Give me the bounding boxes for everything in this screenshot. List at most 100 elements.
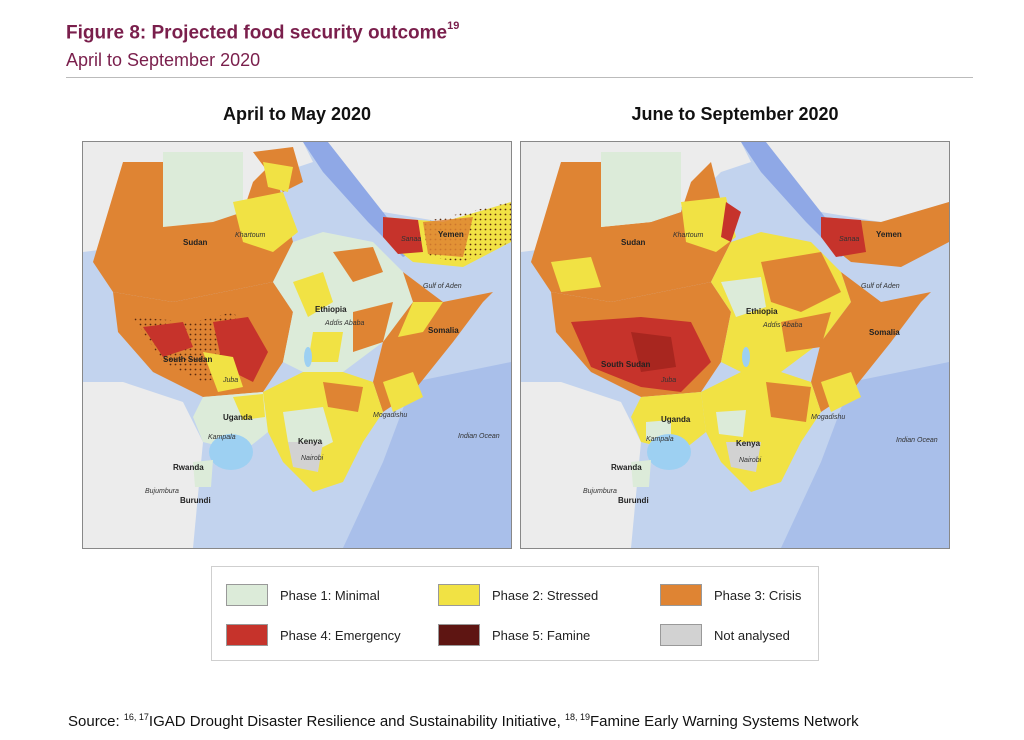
- source-text-1: IGAD Drought Disaster Resilience and Sus…: [148, 713, 565, 730]
- south-sudan-emergency-core: [631, 332, 676, 372]
- label-kampala: Kampala: [646, 436, 674, 443]
- sudan-stressed-patch: [233, 192, 298, 252]
- rwanda-burundi-region: [193, 460, 213, 487]
- legend-swatch-phase-3: [660, 584, 702, 606]
- label-ethiopia: Ethiopia: [746, 307, 778, 316]
- sudan-region: [93, 162, 293, 302]
- sudan-west-stressed: [551, 257, 601, 292]
- source-footnote-1: 16, 17: [123, 712, 149, 722]
- ethiopia-crisis-2: [781, 312, 831, 352]
- lake-turkana: [304, 347, 312, 367]
- kenya-crisis: [766, 382, 811, 422]
- legend-item-phase-1: Phase 1: Minimal: [226, 584, 380, 606]
- label-nairobi: Nairobi: [301, 455, 324, 462]
- legend-swatch-phase-1: [226, 584, 268, 606]
- kenya-not-analysed: [726, 442, 761, 472]
- sudan-north-region: [163, 152, 243, 227]
- map-right: Sudan Khartoum Yemen Sanaa Gulf of Aden …: [520, 141, 950, 549]
- label-indian-ocean: Indian Ocean: [896, 437, 938, 444]
- sudan-north-region: [601, 152, 681, 227]
- label-khartoum: Khartoum: [673, 232, 704, 239]
- label-addis-ababa: Addis Ababa: [324, 320, 365, 327]
- legend-label-phase-3: Phase 3: Crisis: [714, 587, 802, 603]
- map-left: Sudan Khartoum Yemen Sanaa Gulf of Aden …: [82, 141, 512, 549]
- legend-item-phase-4: Phase 4: Emergency: [226, 624, 401, 646]
- label-sudan: Sudan: [621, 238, 646, 247]
- kenya-crisis: [323, 382, 363, 412]
- source-text-2: Famine Early Warning Systems Network: [589, 713, 859, 730]
- label-indian-ocean: Indian Ocean: [458, 433, 500, 440]
- label-kenya: Kenya: [298, 437, 323, 446]
- ethiopia-minimal: [721, 277, 766, 317]
- title-divider: [66, 77, 973, 78]
- lake-victoria: [647, 434, 691, 470]
- label-south-sudan: South Sudan: [601, 360, 650, 369]
- ethiopia-crisis-1: [333, 247, 383, 282]
- legend-label-phase-4: Phase 4: Emergency: [280, 627, 401, 643]
- label-juba: Juba: [222, 377, 238, 384]
- legend-swatch-phase-4: [226, 624, 268, 646]
- yemen-crisis: [423, 217, 473, 257]
- label-burundi: Burundi: [180, 496, 211, 505]
- somalia-stressed: [821, 372, 861, 412]
- ethiopia-stressed-2: [308, 332, 343, 362]
- map-title-left: April to May 2020: [222, 104, 372, 124]
- label-uganda: Uganda: [223, 413, 253, 422]
- ethiopia-crisis-1: [761, 252, 841, 312]
- lake-victoria: [209, 434, 253, 470]
- label-sudan: Sudan: [183, 238, 208, 247]
- sudan-stressed-patch: [681, 197, 736, 252]
- label-mogadishu: Mogadishu: [811, 414, 845, 421]
- kenya-not-analysed: [288, 442, 323, 472]
- outside-land-arabia: [328, 142, 511, 222]
- label-sanaa: Sanaa: [839, 236, 859, 243]
- label-yemen: Yemen: [438, 230, 464, 239]
- label-mogadishu: Mogadishu: [373, 412, 407, 419]
- yemen-emergency: [383, 217, 423, 254]
- legend-item-not-analysed: Not analysed: [660, 624, 790, 646]
- sudan-east-emergency: [721, 202, 741, 242]
- label-nairobi: Nairobi: [739, 457, 762, 464]
- somalia-stressed-2: [383, 372, 423, 412]
- map-title-right: June to September 2020: [631, 104, 839, 124]
- somalia-stressed-1: [398, 302, 443, 337]
- figure-subtitle: April to September 2020: [66, 50, 261, 70]
- label-yemen: Yemen: [876, 230, 902, 239]
- label-juba: Juba: [660, 377, 676, 384]
- outside-land-west: [521, 382, 641, 548]
- outside-land-arabia: [766, 142, 949, 222]
- legend-item-phase-2: Phase 2: Stressed: [438, 584, 598, 606]
- label-addis-ababa: Addis Ababa: [762, 322, 803, 329]
- ethiopia-stressed-1: [293, 272, 333, 317]
- legend-label-phase-5: Phase 5: Famine: [492, 627, 591, 643]
- label-bujumbura: Bujumbura: [145, 488, 179, 495]
- uganda-stressed: [233, 394, 265, 420]
- label-somalia: Somalia: [428, 326, 459, 335]
- outside-land-west: [83, 382, 203, 548]
- legend-item-phase-5: Phase 5: Famine: [438, 624, 590, 646]
- label-bujumbura: Bujumbura: [583, 488, 617, 495]
- legend-label-phase-1: Phase 1: Minimal: [280, 587, 380, 603]
- label-gulf-of-aden: Gulf of Aden: [861, 283, 900, 290]
- figure-title-footnote: 19: [447, 20, 460, 32]
- label-ethiopia: Ethiopia: [315, 305, 347, 314]
- label-khartoum: Khartoum: [235, 232, 266, 239]
- legend-label-phase-2: Phase 2: Stressed: [492, 587, 599, 603]
- south-sudan-stressed: [203, 352, 243, 392]
- map-legend: Phase 1: Minimal Phase 2: Stressed Phase…: [211, 566, 819, 661]
- label-south-sudan: South Sudan: [163, 355, 212, 364]
- source-prefix: Source:: [68, 713, 124, 730]
- ethiopia-crisis-2: [353, 302, 393, 352]
- label-burundi: Burundi: [618, 496, 649, 505]
- legend-swatch-phase-2: [438, 584, 480, 606]
- label-rwanda: Rwanda: [173, 463, 204, 472]
- label-kampala: Kampala: [208, 434, 236, 441]
- yemen-emergency: [821, 217, 866, 257]
- lake-turkana: [742, 347, 750, 367]
- sudan-east-stressed: [263, 162, 293, 192]
- label-sanaa: Sanaa: [401, 236, 421, 243]
- indian-ocean-area: [781, 362, 949, 548]
- label-uganda: Uganda: [661, 415, 691, 424]
- south-sudan-emergency-1: [143, 322, 193, 357]
- kenya-minimal: [716, 410, 746, 437]
